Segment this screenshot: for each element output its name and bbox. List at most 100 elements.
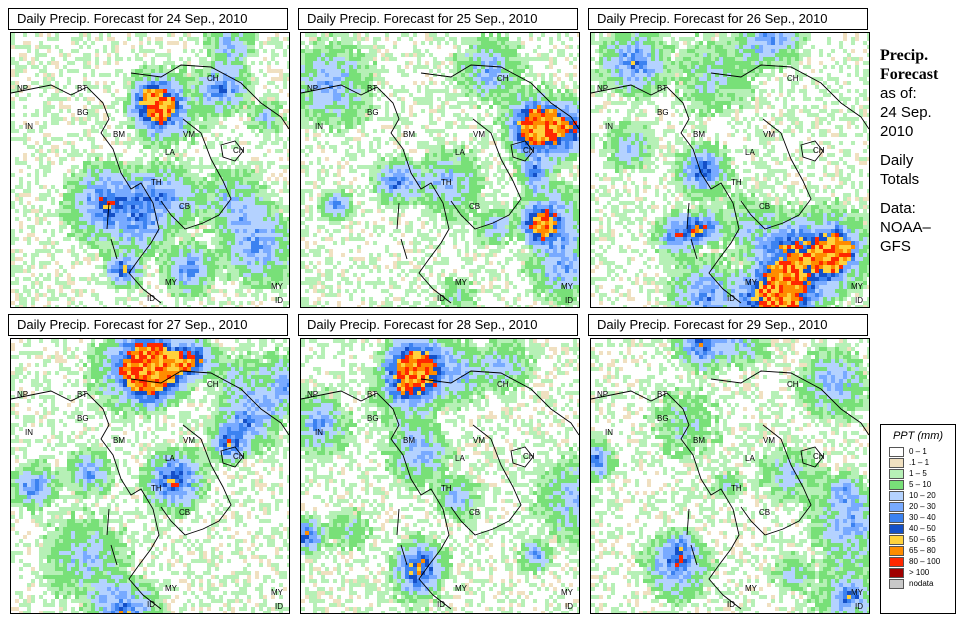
legend-swatch	[889, 578, 904, 589]
country-label: VM	[473, 130, 485, 139]
legend-item: .1 – 1	[889, 457, 955, 468]
legend-label: .1 – 1	[909, 458, 930, 467]
country-label: BM	[693, 130, 705, 139]
country-label: IN	[315, 428, 323, 437]
legend-label: 10 – 20	[909, 491, 936, 500]
country-label: BT	[657, 84, 667, 93]
country-label: NP	[307, 84, 318, 93]
country-label: MY	[455, 584, 468, 593]
forecast-panel: Daily Precip. Forecast for 28 Sep., 2010…	[298, 314, 588, 614]
data-label: Data:	[880, 200, 916, 217]
country-label: MY	[851, 588, 864, 597]
country-label: ID	[855, 296, 863, 305]
country-label: CB	[469, 508, 480, 517]
country-borders	[11, 64, 289, 304]
country-label: MY	[271, 282, 284, 291]
totals-label: Totals	[880, 171, 920, 188]
sidebar-info: Precip. Forecast as of: 24 Sep. 2010 Dai…	[880, 46, 962, 256]
legend-label: 30 – 40	[909, 513, 936, 522]
panel-title: Daily Precip. Forecast for 26 Sep., 2010	[588, 8, 868, 30]
data-source: GFS	[880, 238, 911, 255]
country-label: CH	[787, 74, 799, 83]
legend-label: 20 – 30	[909, 502, 936, 511]
legend-label: > 100	[909, 568, 930, 577]
legend-title: PPT (mm)	[892, 430, 944, 442]
country-label: BT	[657, 390, 667, 399]
legend-swatch	[889, 512, 904, 523]
asof-label: as of:	[880, 85, 917, 102]
country-label: LA	[455, 148, 465, 157]
country-label: LA	[165, 148, 175, 157]
country-label: MY	[745, 278, 758, 287]
country-label: CH	[523, 452, 535, 461]
country-label: ID	[565, 602, 573, 611]
country-label: BM	[403, 436, 415, 445]
country-label: VM	[183, 130, 195, 139]
country-label: BG	[367, 414, 379, 423]
country-label: IN	[605, 428, 613, 437]
country-borders	[301, 370, 579, 610]
legend-swatch	[889, 523, 904, 534]
legend-label: 65 – 80	[909, 546, 936, 555]
country-label: BT	[367, 390, 377, 399]
legend-swatch	[889, 545, 904, 556]
sidebar-title-line: Forecast	[880, 66, 939, 83]
country-label: CH	[523, 146, 535, 155]
country-label: CH	[497, 380, 509, 389]
country-label: MY	[561, 588, 574, 597]
precip-field: NP BT BG IN BM CH VM LA TH CB CH MY ID MY ID	[11, 339, 289, 613]
country-borders	[301, 64, 579, 304]
country-borders	[591, 64, 869, 304]
country-label: CB	[759, 508, 770, 517]
legend-label: 0 – 1	[909, 447, 927, 456]
country-label: CB	[759, 202, 770, 211]
country-label: ID	[437, 294, 445, 303]
legend-swatch	[889, 567, 904, 578]
country-label: MY	[561, 282, 574, 291]
country-label: CH	[813, 452, 825, 461]
country-label: BG	[367, 108, 379, 117]
country-borders	[11, 370, 289, 610]
legend-item: > 100	[889, 567, 955, 578]
country-label: BG	[657, 414, 669, 423]
country-label: IN	[25, 428, 33, 437]
legend-label: nodata	[909, 579, 934, 588]
country-label: ID	[727, 294, 735, 303]
legend-swatch	[889, 446, 904, 457]
legend-swatch	[889, 457, 904, 468]
country-label: TH	[731, 484, 742, 493]
country-label: MY	[745, 584, 758, 593]
legend-item: 20 – 30	[889, 501, 955, 512]
country-label: IN	[25, 122, 33, 131]
country-label: VM	[763, 436, 775, 445]
country-label: MY	[271, 588, 284, 597]
country-label: MY	[165, 584, 178, 593]
country-label: TH	[441, 484, 452, 493]
precip-field: NP BT BG IN BM CH VM LA TH CB CH MY ID MY ID	[591, 339, 869, 613]
legend-label: 40 – 50	[909, 524, 936, 533]
precip-map: NP BT BG IN BM CH VM LA TH CB CH MY ID MY ID	[590, 32, 870, 308]
legend-item: 50 – 65	[889, 534, 955, 545]
legend-item: 0 – 1	[889, 446, 955, 457]
country-label: BT	[77, 84, 87, 93]
country-label: VM	[763, 130, 775, 139]
daily-label: Daily	[880, 152, 914, 169]
legend-item: 30 – 40	[889, 512, 955, 523]
country-label: BM	[113, 436, 125, 445]
precip-map: NP BT BG IN BM CH VM LA TH CB CH MY ID MY ID	[590, 338, 870, 614]
country-label: BM	[403, 130, 415, 139]
country-label: CB	[179, 508, 190, 517]
country-label: ID	[727, 600, 735, 609]
forecast-panel: Daily Precip. Forecast for 25 Sep., 2010…	[298, 8, 588, 308]
country-label: TH	[731, 178, 742, 187]
precip-map: NP BT BG IN BM CH VM LA TH CB CH MY ID MY ID	[10, 338, 290, 614]
legend-item: 1 – 5	[889, 468, 955, 479]
forecast-panel: Daily Precip. Forecast for 29 Sep., 2010…	[588, 314, 878, 614]
country-label: ID	[437, 600, 445, 609]
country-label: CH	[207, 74, 219, 83]
asof-year: 2010	[880, 123, 914, 140]
country-label: NP	[597, 390, 608, 399]
forecast-panel: Daily Precip. Forecast for 27 Sep., 2010…	[8, 314, 298, 614]
country-label: MY	[165, 278, 178, 287]
precip-map: NP BT BG IN BM CH VM LA TH CB CH MY ID MY ID	[300, 338, 580, 614]
